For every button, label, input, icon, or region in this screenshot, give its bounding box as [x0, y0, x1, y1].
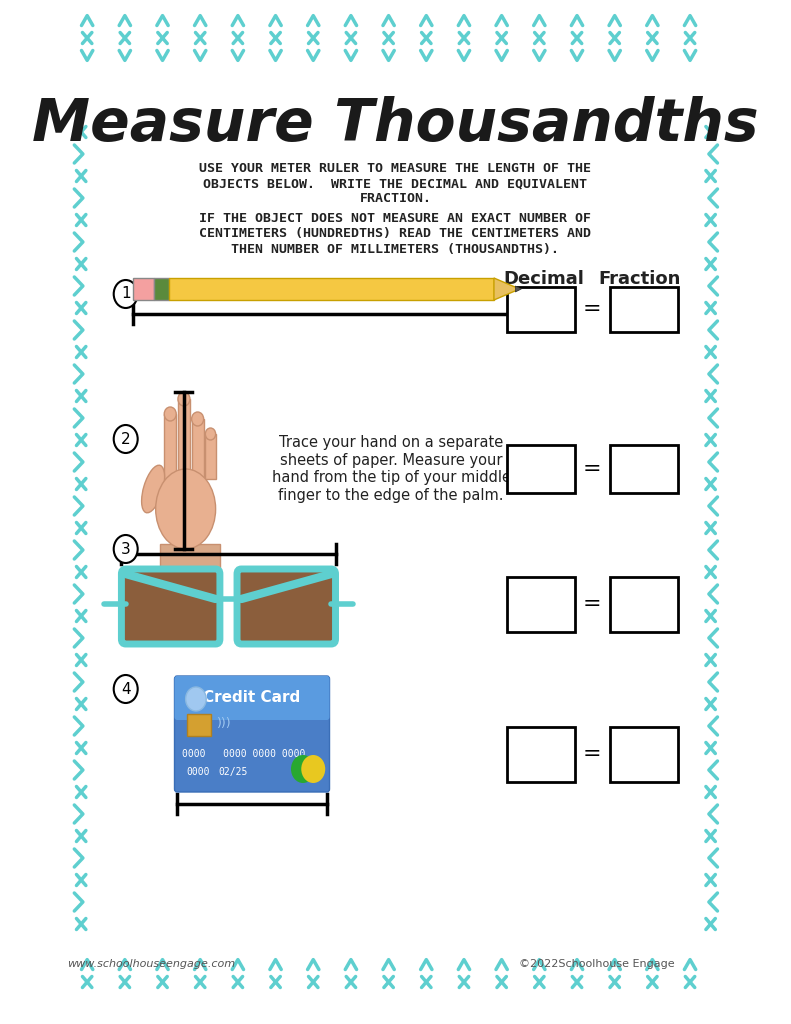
Bar — [133, 278, 154, 300]
Text: 1: 1 — [121, 287, 131, 301]
Bar — [507, 445, 575, 493]
Text: Credit Card: Credit Card — [203, 689, 301, 705]
Bar — [610, 726, 678, 781]
Text: =: = — [583, 744, 602, 764]
FancyBboxPatch shape — [121, 569, 220, 644]
Text: ©2022Schoolhouse Engage: ©2022Schoolhouse Engage — [519, 959, 675, 969]
Text: Decimal: Decimal — [503, 270, 584, 288]
Text: www.schoolhouseengage.com: www.schoolhouseengage.com — [67, 959, 236, 969]
Bar — [178, 399, 190, 479]
Text: 0000: 0000 — [187, 767, 210, 777]
Circle shape — [186, 687, 206, 711]
FancyBboxPatch shape — [175, 676, 330, 792]
Text: =: = — [583, 459, 602, 479]
Text: =: = — [583, 299, 602, 319]
Text: =: = — [583, 594, 602, 614]
Circle shape — [206, 428, 216, 440]
Text: Trace your hand on a separate
sheets of paper. Measure your
hand from the tip of: Trace your hand on a separate sheets of … — [271, 435, 511, 503]
Bar — [165, 414, 176, 479]
Circle shape — [291, 755, 315, 783]
Ellipse shape — [142, 465, 165, 513]
Bar — [160, 544, 220, 579]
FancyBboxPatch shape — [175, 676, 330, 720]
Polygon shape — [494, 278, 520, 300]
Text: Measure Thousandths: Measure Thousandths — [32, 95, 759, 153]
Bar — [206, 434, 216, 479]
Bar — [507, 577, 575, 632]
Text: 2: 2 — [121, 431, 131, 446]
Circle shape — [178, 392, 190, 406]
Circle shape — [114, 425, 138, 453]
FancyBboxPatch shape — [237, 569, 335, 644]
Bar — [187, 714, 211, 736]
Circle shape — [301, 755, 325, 783]
Polygon shape — [516, 286, 521, 292]
Text: 02/25: 02/25 — [218, 767, 248, 777]
Text: 3: 3 — [121, 542, 131, 556]
Text: USE YOUR METER RULER TO MEASURE THE LENGTH OF THE
OBJECTS BELOW.  WRITE THE DECI: USE YOUR METER RULER TO MEASURE THE LENG… — [199, 163, 592, 206]
Bar — [610, 577, 678, 632]
Bar — [154, 278, 169, 300]
Circle shape — [114, 675, 138, 703]
Circle shape — [114, 535, 138, 563]
Ellipse shape — [156, 469, 216, 549]
Text: ))): ))) — [217, 718, 232, 730]
Bar — [507, 726, 575, 781]
Bar — [610, 445, 678, 493]
Circle shape — [165, 407, 176, 421]
Bar — [507, 287, 575, 332]
Text: Fraction: Fraction — [598, 270, 681, 288]
Text: IF THE OBJECT DOES NOT MEASURE AN EXACT NUMBER OF
CENTIMETERS (HUNDREDTHS) READ : IF THE OBJECT DOES NOT MEASURE AN EXACT … — [199, 213, 592, 256]
Circle shape — [191, 412, 203, 426]
Bar — [610, 287, 678, 332]
Bar — [169, 278, 494, 300]
Circle shape — [114, 280, 138, 308]
Text: 4: 4 — [121, 682, 131, 696]
Bar — [191, 419, 203, 479]
Text: 0000   0000 0000 0000: 0000 0000 0000 0000 — [182, 749, 305, 759]
